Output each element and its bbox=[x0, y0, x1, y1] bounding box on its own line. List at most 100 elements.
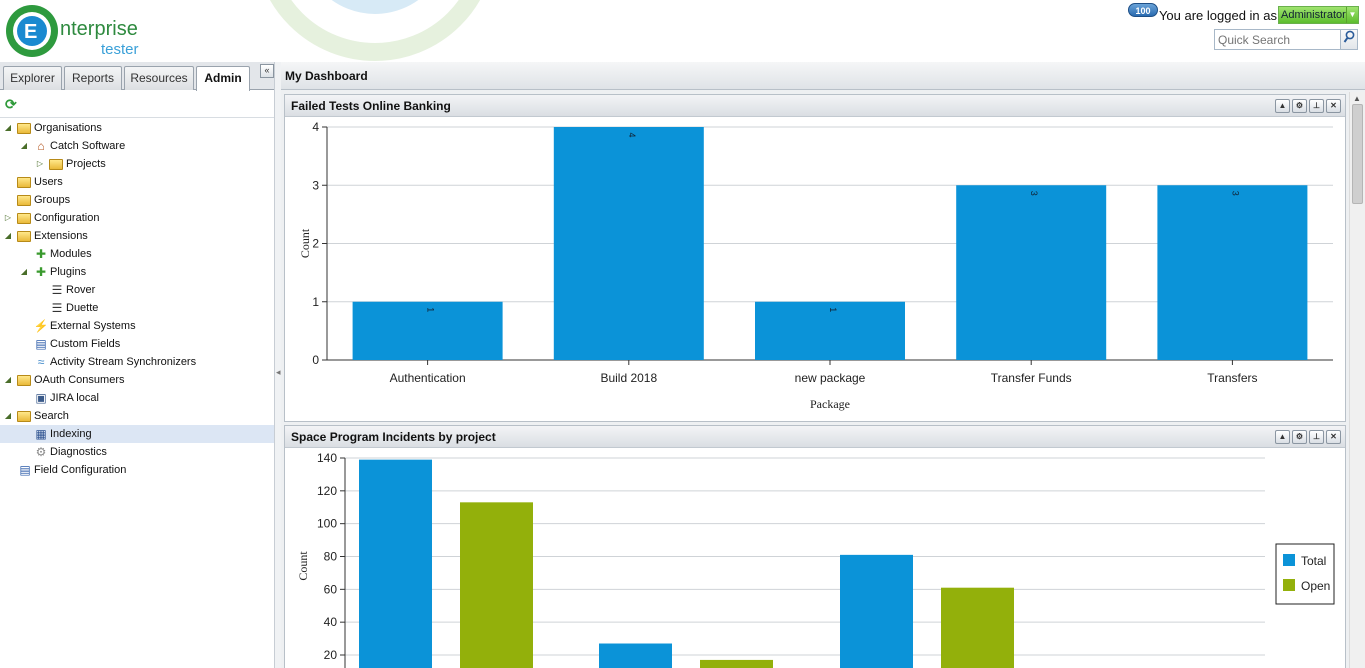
bar bbox=[1157, 185, 1308, 360]
expand-closed-icon[interactable]: ▷ bbox=[36, 159, 44, 168]
tree-item[interactable]: ▷ Projects bbox=[0, 155, 274, 173]
tree-item[interactable]: ▤ Field Configuration bbox=[0, 461, 274, 479]
tree-item-label: Plugins bbox=[50, 266, 87, 278]
legend-label: Open bbox=[1301, 579, 1330, 593]
tree-item-label: Rover bbox=[66, 284, 96, 296]
puzzle-icon: ✚ bbox=[35, 265, 47, 279]
tree-item-label: Extensions bbox=[34, 230, 88, 242]
y-tick-label: 2 bbox=[312, 237, 319, 251]
collapse-button[interactable]: ▲ bbox=[1275, 430, 1290, 444]
panel-splitter[interactable]: ◂ bbox=[275, 62, 281, 668]
logo-icon: E bbox=[6, 5, 58, 57]
pin-icon: ⊥ bbox=[1313, 432, 1320, 441]
settings-button[interactable]: ⚙ bbox=[1292, 430, 1307, 444]
tree-item[interactable]: ☰ Duette bbox=[0, 299, 274, 317]
tree-item[interactable]: ◢ ✚ Plugins bbox=[0, 263, 274, 281]
tree-item[interactable]: ≈ Activity Stream Synchronizers bbox=[0, 353, 274, 371]
tab-explorer[interactable]: Explorer bbox=[3, 66, 62, 90]
notification-badge[interactable]: 100 bbox=[1128, 3, 1158, 17]
gear-icon: ⚙ bbox=[35, 445, 47, 459]
folder-icon bbox=[49, 159, 63, 170]
tree-item[interactable]: ◢ OAuth Consumers bbox=[0, 371, 274, 389]
tree-item[interactable]: ▦ Indexing bbox=[0, 425, 274, 443]
collapse-panel-button[interactable]: « bbox=[260, 64, 274, 78]
y-tick-label: 100 bbox=[317, 517, 337, 531]
folder-edit-icon bbox=[17, 123, 31, 134]
tree-item-label: External Systems bbox=[50, 320, 136, 332]
scrollbar-thumb[interactable] bbox=[1352, 104, 1363, 204]
collapse-button[interactable]: ▲ bbox=[1275, 99, 1290, 113]
users-folder-icon bbox=[17, 177, 31, 188]
tree-item-label: Custom Fields bbox=[50, 338, 121, 350]
triangle-up-icon: ▲ bbox=[1278, 432, 1287, 441]
tree-item[interactable]: ◢ Extensions bbox=[0, 227, 274, 245]
expand-open-icon[interactable]: ◢ bbox=[4, 411, 12, 420]
close-button[interactable]: ✕ bbox=[1326, 99, 1341, 113]
failed-tests-chart: 0 1 2 3 4 1 Authentication 4 Build 2018 1 new pack… bbox=[298, 120, 1333, 411]
expand-open-icon[interactable]: ◢ bbox=[4, 123, 12, 132]
bar bbox=[956, 185, 1107, 360]
tab-reports[interactable]: Reports bbox=[64, 66, 122, 90]
tab-admin[interactable]: Admin bbox=[196, 66, 250, 91]
tree-item[interactable]: ▷ Configuration bbox=[0, 209, 274, 227]
tree-item[interactable]: ✚ Modules bbox=[0, 245, 274, 263]
bar bbox=[553, 127, 704, 360]
expand-open-icon[interactable]: ◢ bbox=[20, 141, 28, 150]
close-icon: ✕ bbox=[1330, 432, 1337, 441]
splitter-handle-icon[interactable]: ◂ bbox=[276, 367, 281, 377]
logged-in-label: You are logged in as bbox=[1158, 8, 1277, 23]
tree-item[interactable]: ☰ Rover bbox=[0, 281, 274, 299]
y-tick-label: 120 bbox=[317, 484, 337, 498]
monitor-icon: ▣ bbox=[35, 391, 47, 405]
tree-item-label: Organisations bbox=[34, 122, 102, 134]
header: E nterprise tester 100 You are logged in… bbox=[0, 0, 1365, 62]
expand-closed-icon[interactable]: ▷ bbox=[4, 213, 12, 222]
user-menu-select[interactable]: Administrator ▼ bbox=[1278, 6, 1359, 24]
x-tick-label: Authentication bbox=[390, 371, 466, 385]
tree-item[interactable]: Users bbox=[0, 173, 274, 191]
tree-item[interactable]: ⚡ External Systems bbox=[0, 317, 274, 335]
close-button[interactable]: ✕ bbox=[1326, 430, 1341, 444]
chart-legend: Total Open bbox=[1275, 543, 1335, 605]
x-axis-label: Package bbox=[810, 397, 850, 411]
expand-open-icon[interactable]: ◢ bbox=[4, 375, 12, 384]
bar bbox=[460, 502, 533, 668]
tree-item[interactable]: ▤ Custom Fields bbox=[0, 335, 274, 353]
pin-button[interactable]: ⊥ bbox=[1309, 430, 1324, 444]
tree-item[interactable]: ⚙ Diagnostics bbox=[0, 443, 274, 461]
svg-text:E: E bbox=[24, 21, 37, 43]
y-tick-label: 4 bbox=[312, 120, 319, 134]
pin-button[interactable]: ⊥ bbox=[1309, 99, 1324, 113]
search-icon bbox=[1343, 30, 1355, 43]
expand-open-icon[interactable]: ◢ bbox=[20, 267, 28, 276]
bar bbox=[700, 659, 773, 668]
tree-item-label: OAuth Consumers bbox=[34, 374, 125, 386]
tree-item[interactable]: ◢ Organisations bbox=[0, 119, 274, 137]
bar bbox=[359, 459, 432, 668]
tree-item[interactable]: Groups bbox=[0, 191, 274, 209]
y-tick-label: 140 bbox=[317, 451, 337, 465]
refresh-icon[interactable]: ⟳ bbox=[5, 96, 17, 112]
tree-item[interactable]: ◢ ⌂ Catch Software bbox=[0, 137, 274, 155]
scroll-up-icon[interactable]: ▲ bbox=[1353, 94, 1361, 103]
tree-item[interactable]: ▣ JIRA local bbox=[0, 389, 274, 407]
tree-item-label: Field Configuration bbox=[34, 464, 127, 476]
tree-item-label: Diagnostics bbox=[50, 446, 107, 458]
tab-resources[interactable]: Resources bbox=[124, 66, 194, 90]
y-tick-label: 3 bbox=[312, 178, 319, 192]
bar bbox=[840, 554, 913, 668]
tree-item[interactable]: ◢ Search bbox=[0, 407, 274, 425]
tree-item-label: Groups bbox=[34, 194, 71, 206]
tree-item-label: Search bbox=[34, 410, 69, 422]
vertical-scrollbar[interactable]: ▲ bbox=[1349, 92, 1365, 668]
tree-item-label: Users bbox=[34, 176, 63, 188]
quick-search-input[interactable] bbox=[1214, 29, 1341, 50]
expand-open-icon[interactable]: ◢ bbox=[4, 231, 12, 240]
gear-icon: ⚙ bbox=[1295, 101, 1304, 110]
user-name: Administrator bbox=[1281, 9, 1346, 21]
settings-button[interactable]: ⚙ bbox=[1292, 99, 1307, 113]
search-button[interactable] bbox=[1340, 29, 1358, 50]
nav-tabs: Explorer Reports Resources Admin « bbox=[0, 62, 274, 91]
groups-folder-icon bbox=[17, 195, 31, 206]
x-tick-label: Build 2018 bbox=[600, 371, 657, 385]
